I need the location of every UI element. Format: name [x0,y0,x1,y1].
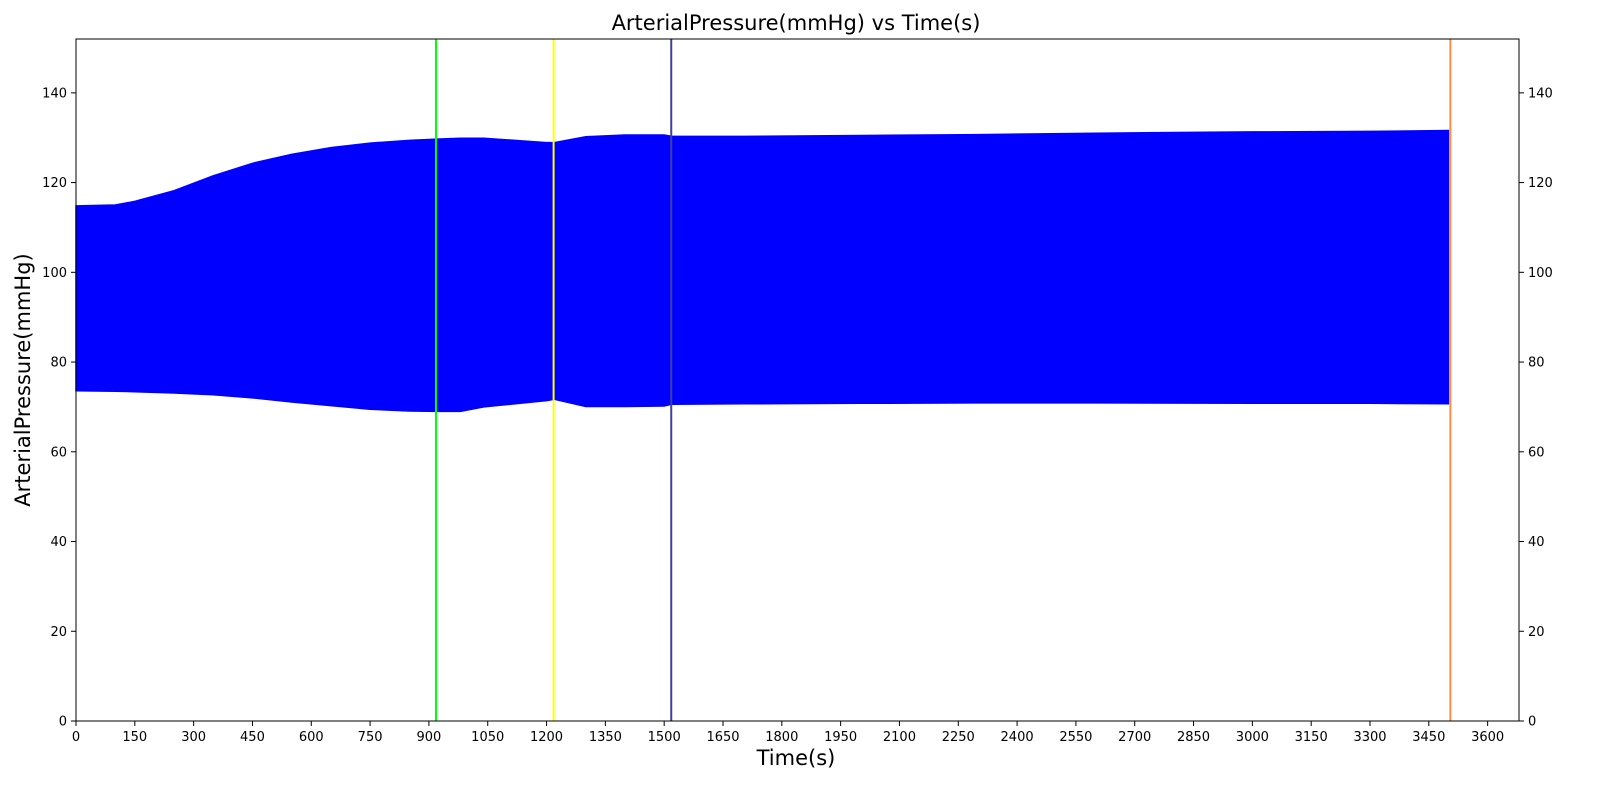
y-right-tick-label: 40 [1528,535,1545,550]
x-tick-label: 150 [122,730,147,745]
x-tick-label: 3300 [1353,730,1386,745]
x-tick-label: 3150 [1295,730,1328,745]
x-tick-label: 0 [72,730,80,745]
plot-frame [75,38,1520,722]
x-tick-label: 2100 [883,730,916,745]
y-right-tick-label: 20 [1528,625,1545,640]
y-right-tick-label: 0 [1528,715,1536,730]
x-tick-label: 1650 [706,730,739,745]
y-right-tick-label: 80 [1528,356,1545,371]
y-axis-label: ArterialPressure(mmHg) [11,253,35,506]
y-tick-label: 0 [59,715,67,730]
x-tick-label: 900 [416,730,441,745]
x-tick-label: 1050 [471,730,504,745]
y-axis-ticks: 0 20 40 60 80 100 120 140 [42,86,76,730]
y-tick-label: 120 [42,176,67,191]
series-band-0 [75,129,1450,413]
y-right-tick-label: 140 [1528,86,1553,101]
chart-title: ArterialPressure(mmHg) vs Time(s) [612,11,981,35]
series-layer [75,129,1450,413]
x-tick-label: 2850 [1177,730,1210,745]
y-tick-label: 140 [42,86,67,101]
x-tick-label: 750 [358,730,383,745]
x-tick-label: 450 [240,730,265,745]
y-tick-label: 20 [50,625,67,640]
x-tick-label: 600 [299,730,324,745]
y-tick-label: 80 [50,356,67,371]
x-tick-label: 1500 [648,730,681,745]
x-tick-label: 2550 [1059,730,1092,745]
x-tick-label: 1800 [765,730,798,745]
y-axis-right-ticks: 0 20 40 60 80 100 120 140 [1519,86,1553,730]
x-axis-ticks: 0 150 300 450 600 750 900 1050 1200 1350 1500 1650 1… [72,721,1504,745]
x-tick-label: 1950 [824,730,857,745]
x-tick-label: 3600 [1471,730,1504,745]
x-tick-label: 300 [181,730,206,745]
x-tick-label: 3000 [1236,730,1269,745]
x-tick-label: 2700 [1118,730,1151,745]
x-tick-label: 3450 [1412,730,1445,745]
x-tick-label: 2400 [1001,730,1034,745]
y-tick-label: 60 [50,445,67,460]
x-tick-label: 1350 [589,730,622,745]
x-axis-label: Time(s) [756,746,836,770]
event-lines [434,39,1452,721]
y-right-tick-label: 60 [1528,445,1545,460]
y-tick-label: 40 [50,535,67,550]
y-right-tick-label: 120 [1528,176,1553,191]
x-tick-label: 1200 [530,730,563,745]
y-tick-label: 100 [42,266,67,281]
x-tick-label: 2250 [942,730,975,745]
y-right-tick-label: 100 [1528,266,1553,281]
